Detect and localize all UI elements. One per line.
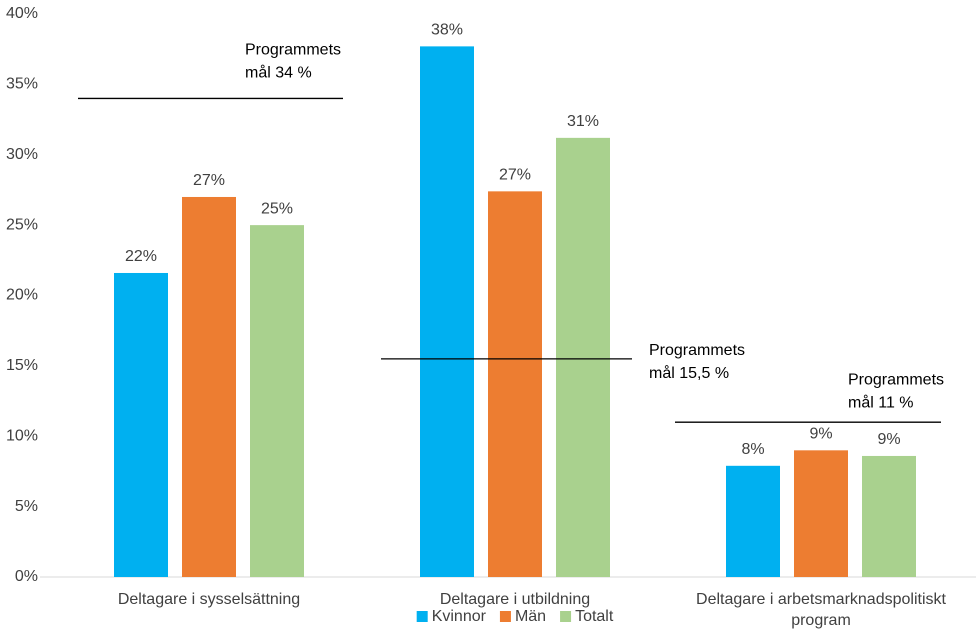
value-label: 9% (809, 426, 832, 443)
value-label: 27% (193, 172, 225, 189)
target-label: Programmets (245, 42, 341, 59)
bar (182, 196, 236, 577)
target-label: mål 15,5 % (649, 364, 729, 382)
bar (556, 137, 610, 578)
value-label: 8% (741, 441, 764, 458)
legend-swatch (560, 611, 572, 622)
bar (726, 465, 780, 577)
y-tick-label: 35% (6, 76, 38, 93)
y-tick-label: 5% (15, 498, 38, 515)
y-tick-label: 25% (6, 216, 38, 233)
legend-swatch (499, 611, 511, 622)
target-label: mål 11 % (848, 393, 914, 411)
legend-label: Totalt (575, 608, 614, 625)
value-label: 27% (499, 167, 531, 184)
y-tick-label: 15% (6, 357, 38, 374)
value-label: 38% (431, 22, 463, 39)
y-tick-label: 10% (6, 427, 38, 444)
x-tick-label: Deltagare i sysselsättning (118, 591, 300, 608)
value-label: 9% (877, 431, 900, 448)
target-label: mål 34 % (245, 64, 312, 82)
x-tick-label: Deltagare i arbetsmarknadspolitiskt progr… (696, 591, 946, 629)
bar (862, 455, 916, 577)
bar (420, 46, 474, 578)
legend-label: Män (515, 608, 546, 625)
value-label: 31% (567, 113, 599, 130)
y-tick-label: 40% (6, 5, 38, 22)
legend-label: Kvinnor (432, 608, 487, 625)
value-label: 22% (125, 248, 157, 265)
y-tick-label: 30% (6, 146, 38, 163)
y-tick-label: 0% (15, 568, 38, 585)
x-tick-label: Deltagare i utbildning (440, 591, 590, 608)
bar (794, 450, 848, 577)
legend-swatch (416, 611, 428, 622)
value-label: 25% (261, 200, 293, 217)
bar (250, 225, 304, 577)
target-label: Programmets (848, 371, 944, 388)
bar (114, 272, 168, 577)
y-tick-label: 20% (6, 287, 38, 304)
bar (488, 191, 542, 577)
target-label: Programmets (649, 342, 745, 359)
